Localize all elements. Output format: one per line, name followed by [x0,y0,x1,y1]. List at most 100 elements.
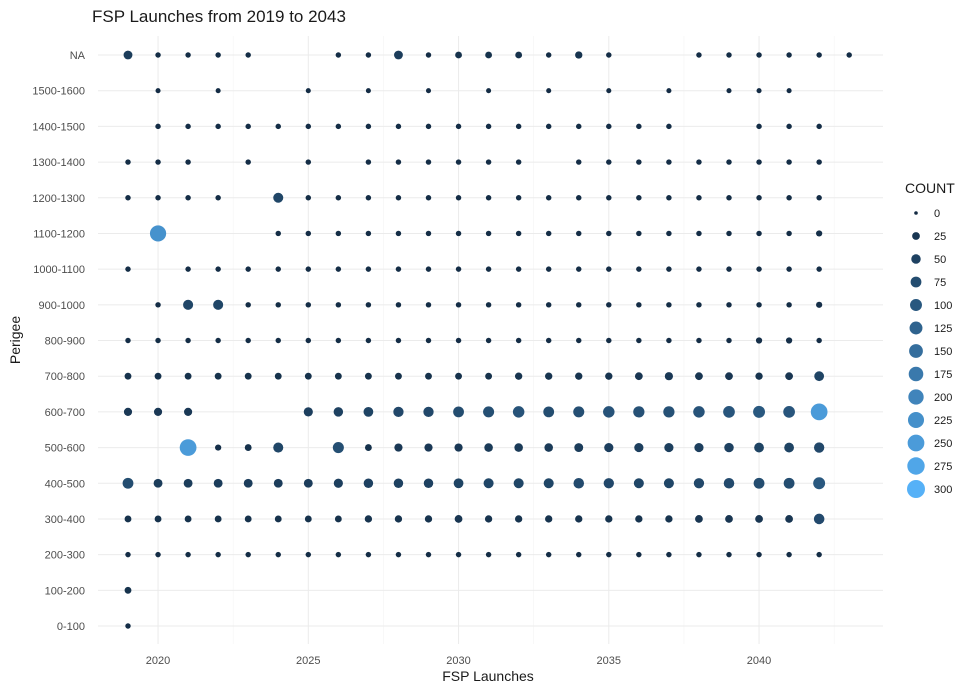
data-point [784,442,794,453]
legend-title: COUNT [905,180,955,196]
data-point [816,159,822,165]
data-point [813,477,826,490]
data-point [696,230,702,237]
y-tick-label: NA [70,50,86,62]
data-point [484,515,493,523]
data-point [305,337,312,344]
data-point [245,266,251,272]
data-point [305,230,312,237]
legend-label: 75 [934,277,946,289]
data-point [756,52,762,58]
y-tick-label: 1300-1400 [32,157,85,169]
data-point [576,123,582,130]
data-point [275,337,281,344]
legend-key [910,276,922,288]
data-point [606,52,612,58]
legend-key [907,457,925,475]
data-point [395,551,402,558]
legend-key [914,211,918,215]
data-point [245,159,251,165]
legend-label: 200 [934,392,952,404]
data-point [485,159,492,165]
data-point [365,52,372,58]
data-point [244,515,252,523]
data-point [425,195,432,201]
legend-label: 125 [934,323,952,335]
data-point [215,337,221,344]
data-point [455,551,462,558]
data-point [485,195,492,201]
data-point [303,478,313,488]
data-point [756,159,762,165]
data-point [365,302,372,308]
data-point [606,266,612,272]
data-point [455,51,462,59]
data-point [696,302,702,308]
data-point [545,515,553,523]
data-point [395,372,402,380]
data-point [213,299,224,310]
data-point [756,302,762,308]
data-point [545,230,552,237]
data-point [273,442,284,453]
data-point [365,266,372,272]
data-point [545,123,552,130]
data-point [275,230,281,237]
data-point [245,337,251,344]
data-point [275,551,281,558]
data-point [606,302,612,308]
data-point [333,407,344,417]
legend: COUNT 0 25 50 75 100 125 150 175 200 225 250 275 300 [905,180,955,498]
data-point [483,478,494,489]
data-point [663,478,674,489]
legend-label: 50 [934,254,946,266]
data-point [636,337,642,344]
data-point [184,407,193,416]
data-point [816,123,822,130]
data-point [576,302,582,308]
data-point [663,406,675,418]
x-tick-label: 2020 [146,655,170,667]
data-point [214,372,222,380]
data-point [335,551,342,558]
legend-label: 0 [934,208,940,220]
data-point [305,551,312,558]
data-point [666,230,672,237]
data-point [606,88,612,94]
data-point [485,51,493,59]
data-point [695,372,703,381]
data-point [636,195,642,201]
data-point [185,195,191,201]
data-point [545,195,552,201]
data-point [275,123,281,130]
y-tick-labels: 0-100 100-200 200-300 300-400 400-500 500-600… [32,50,85,633]
data-point [693,406,705,418]
data-point [723,477,735,489]
y-tick-label: 800-900 [45,336,85,348]
y-tick-label: 400-500 [45,478,85,490]
data-point [576,159,582,165]
data-point [305,266,312,272]
data-point [606,337,612,344]
data-point [454,515,463,523]
data-point [183,299,194,310]
data-point [455,337,462,344]
legend-key [908,389,924,405]
legend-key [907,411,925,429]
data-point [726,159,732,165]
y-tick-label: 100-200 [45,585,85,597]
data-point [334,515,342,523]
data-point [365,195,372,201]
y-tick-label: 200-300 [45,550,85,562]
data-point [755,337,763,344]
data-point [696,52,702,58]
data-point [215,88,221,94]
data-point [425,123,432,130]
data-point [364,372,372,380]
data-point [305,88,311,94]
legend-label: 250 [934,438,952,450]
data-point [153,407,163,416]
data-point [753,477,765,489]
data-point [395,266,402,272]
data-point [155,123,161,130]
